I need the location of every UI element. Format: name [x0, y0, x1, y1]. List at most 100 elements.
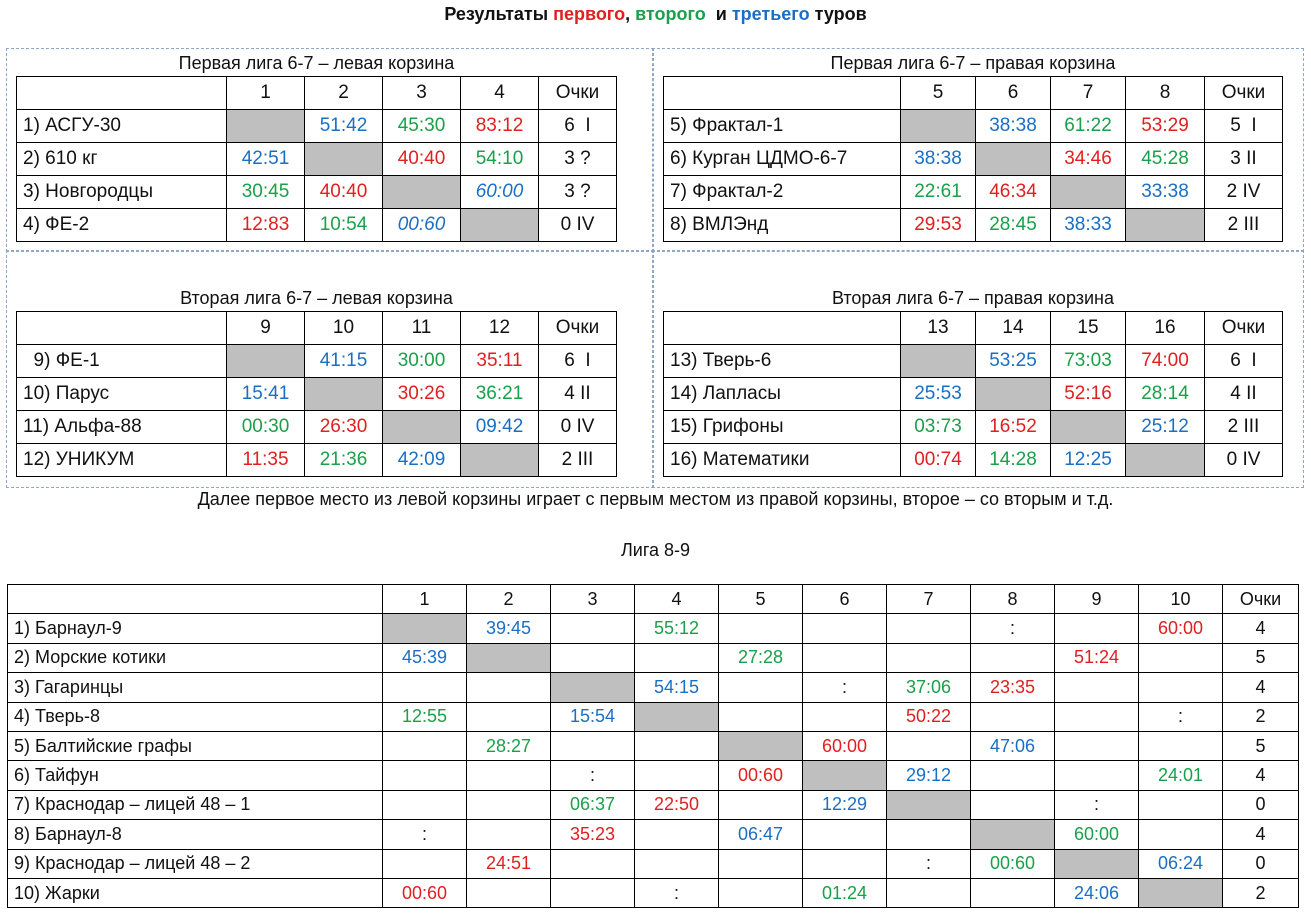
score-cell [550, 730, 635, 762]
table-row: 7) Фрактал-2 22:61 46:34 33:38 2 IV [663, 175, 1283, 209]
column-header: 10 [1138, 583, 1223, 615]
score-cell [970, 642, 1055, 674]
title-sep2: и [705, 4, 732, 24]
points-cell: 0 [1222, 789, 1299, 821]
panel-border-top-right [652, 48, 1304, 252]
score-cell: 37:06 [886, 672, 971, 703]
blocked-cell [1125, 443, 1205, 477]
points-cell: 4 [1222, 819, 1299, 850]
score-cell [1138, 819, 1223, 850]
score-cell: 22:61 [900, 175, 976, 209]
points-cell: 2 III [538, 443, 617, 477]
points-cell: 3 II [1204, 142, 1283, 176]
table-row: 6) Тайфун: 00:60 29:12 24:01 4 [7, 760, 1299, 791]
score-cell: 10:54 [304, 208, 383, 242]
score-cell: 40:40 [304, 175, 383, 209]
team-name: 7) Краснодар – лицей 48 – 1 [7, 789, 383, 821]
score-cell: 35:11 [460, 344, 539, 378]
score-cell: 30:26 [382, 377, 461, 411]
score-cell: 28:45 [975, 208, 1051, 242]
score-cell: 26:30 [304, 410, 383, 444]
score-cell: 60:00 [460, 175, 539, 209]
blocked-cell [382, 410, 461, 444]
score-cell [718, 877, 803, 909]
points-cell: 4 II [1204, 377, 1283, 411]
table-row: 16) Математики 00:74 14:28 12:25 0 IV [663, 443, 1283, 477]
league-second-right: Вторая лига 6-7 – правая корзина 13 14 15 16… [663, 285, 1283, 477]
header-corner-cell [663, 311, 901, 345]
column-header: 5 [900, 76, 976, 110]
blocked-cell [226, 344, 305, 378]
score-cell: 12:55 [382, 701, 467, 732]
score-cell: 15:54 [550, 701, 635, 732]
column-header: Очки [538, 311, 617, 345]
score-cell: 52:16 [1050, 377, 1126, 411]
note-text: Далее первое место из левой корзины игра… [197, 489, 1114, 509]
team-name: 12) УНИКУМ [16, 443, 227, 477]
score-cell: 28:27 [466, 730, 551, 762]
score-cell: 30:45 [226, 175, 305, 209]
blocked-cell [802, 760, 887, 791]
blocked-cell [1054, 848, 1139, 879]
panel-border-top-left [6, 48, 654, 252]
score-cell: 12:83 [226, 208, 305, 242]
team-name: 14) Лапласы [663, 377, 901, 411]
score-cell: 45:28 [1125, 142, 1205, 176]
team-name: 8) Барнаул-8 [7, 819, 383, 850]
team-name: 16) Математики [663, 443, 901, 477]
score-cell [718, 789, 803, 821]
table-row: 5) Балтийские графы 28:27 60:00 47:06 5 [7, 730, 1299, 762]
league-first-left: Первая лига 6-7 – левая корзина 1 2 3 4 Очки 1… [16, 50, 617, 242]
score-cell: : [1054, 789, 1139, 821]
score-cell: 45:30 [382, 109, 461, 143]
score-cell: 21:36 [304, 443, 383, 477]
score-cell [550, 613, 635, 644]
column-header: 8 [970, 583, 1055, 615]
score-cell: 55:12 [634, 613, 719, 644]
score-cell [466, 701, 551, 732]
score-cell: : [634, 877, 719, 909]
score-cell: 73:03 [1050, 344, 1126, 378]
column-header: Очки [1222, 583, 1299, 615]
score-cell: 35:23 [550, 819, 635, 850]
score-cell: 54:15 [634, 672, 719, 703]
league-title: Вторая лига 6-7 – левая корзина [180, 288, 453, 308]
score-cell: 00:60 [382, 877, 467, 909]
table-row: 15) Грифоны 03:73 16:52 25:12 2 III [663, 410, 1283, 444]
score-cell: 36:21 [460, 377, 539, 411]
score-cell: : [802, 672, 887, 703]
column-header: Очки [1204, 311, 1283, 345]
score-cell: 29:12 [886, 760, 971, 791]
table-row: 11) Альфа-88 00:30 26:30 09:42 0 IV [16, 410, 617, 444]
score-cell: 28:14 [1125, 377, 1205, 411]
league89-table-wrap: 1 2 3 4 5 6 7 8 9 10 Очки 1) Барнаул-9 39:45 55:12:60… [7, 583, 1299, 909]
points-cell: 0 IV [1204, 443, 1283, 477]
team-name: 4) Тверь-8 [7, 701, 383, 732]
table-row: 12) УНИКУМ 11:35 21:36 42:09 2 III [16, 443, 617, 477]
score-cell [382, 848, 467, 879]
score-cell [634, 642, 719, 674]
score-cell: : [382, 819, 467, 850]
blocked-cell [304, 377, 383, 411]
points-cell: 6 I [1204, 344, 1283, 378]
score-cell: 16:52 [975, 410, 1051, 444]
score-cell: 38:33 [1050, 208, 1126, 242]
blocked-cell [1050, 410, 1126, 444]
table-row: 8) Барнаул-8: 35:23 06:47 60:00 4 [7, 819, 1299, 850]
score-cell [466, 877, 551, 909]
header-corner-cell [16, 311, 227, 345]
title-prefix: Результаты [444, 4, 554, 24]
team-name: 11) Альфа-88 [16, 410, 227, 444]
score-cell: 42:51 [226, 142, 305, 176]
column-header: 11 [382, 311, 461, 345]
league-second-left: Вторая лига 6-7 – левая корзина 9 10 11 12 Оч… [16, 285, 617, 477]
header-row: 9 10 11 12 Очки [16, 311, 617, 345]
score-cell [1054, 672, 1139, 703]
score-cell: 25:53 [900, 377, 976, 411]
column-header: 4 [460, 76, 539, 110]
points-cell: 6 I [538, 109, 617, 143]
score-cell: 24:51 [466, 848, 551, 879]
score-cell: 00:60 [382, 208, 461, 242]
score-cell: 29:53 [900, 208, 976, 242]
blocked-cell [970, 819, 1055, 850]
